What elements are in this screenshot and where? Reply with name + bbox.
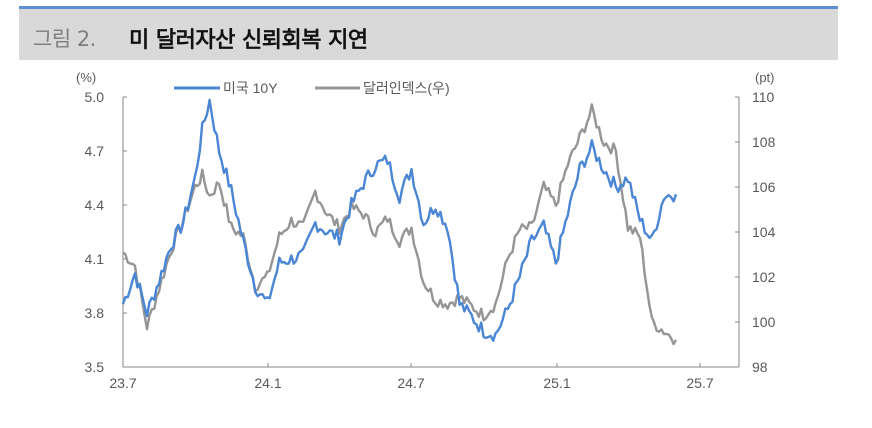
right-tick-label: 102 <box>752 269 776 285</box>
left-tick-label: 4.4 <box>85 197 105 213</box>
x-tick-label: 24.1 <box>254 375 281 391</box>
legend: 미국 10Y 달러인덱스(우) <box>174 80 450 96</box>
left-tick-label: 4.7 <box>85 143 105 159</box>
legend-label-dxy: 달러인덱스(우) <box>363 80 450 96</box>
left-tick-label: 3.8 <box>85 305 105 321</box>
x-tick-label: 23.7 <box>109 375 136 391</box>
figure-title: 미 달러자산 신뢰회복 지연 <box>129 28 368 53</box>
x-tick-label: 25.7 <box>686 375 713 391</box>
right-tick-label: 108 <box>752 134 776 150</box>
left-tick-label: 4.1 <box>85 251 105 267</box>
legend-label-us10y: 미국 10Y <box>223 80 278 96</box>
figure-header: 그림 2. 미 달러자산 신뢰회복 지연 <box>19 6 838 60</box>
right-tick-label: 104 <box>752 224 776 240</box>
left-tick-label: 3.5 <box>85 359 105 375</box>
x-axis-ticks: 23.7 24.1 24.7 25.1 25.7 <box>109 363 714 391</box>
series-line-us-10y <box>121 98 678 342</box>
x-tick-label: 24.7 <box>397 375 424 391</box>
right-axis-unit: (pt) <box>755 70 775 85</box>
left-tick-label: 5.0 <box>85 89 105 105</box>
left-axis-unit: (%) <box>76 70 96 85</box>
series-line-dollar-index <box>122 103 678 346</box>
left-axis-ticks: 5.0 4.7 4.4 4.1 3.8 3.5 <box>85 89 127 375</box>
right-tick-label: 98 <box>752 359 768 375</box>
figure-label: 그림 2. <box>33 27 96 51</box>
right-tick-label: 110 <box>752 89 775 105</box>
x-tick-label: 25.1 <box>543 375 570 391</box>
right-axis-ticks: 110 108 106 104 102 100 98 <box>735 89 776 375</box>
right-tick-label: 106 <box>752 179 776 195</box>
right-tick-label: 100 <box>752 314 776 330</box>
